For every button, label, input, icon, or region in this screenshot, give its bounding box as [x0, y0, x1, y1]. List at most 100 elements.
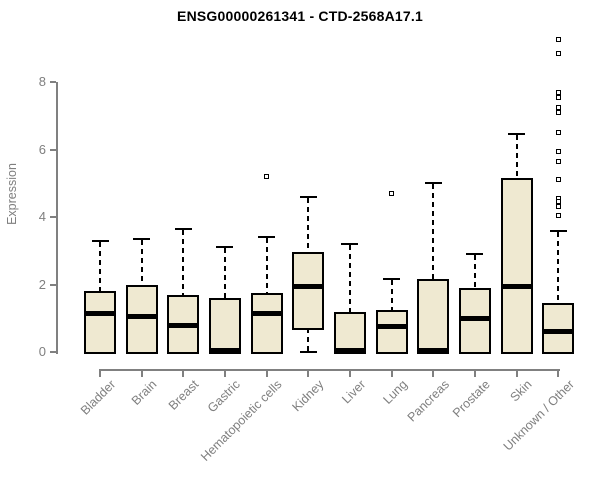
outlier-point: [555, 89, 561, 95]
upper-whisker: [348, 245, 351, 312]
x-category-label-pancreas: Pancreas: [404, 377, 452, 425]
outlier-point: [555, 148, 561, 154]
y-tick-label: 6: [38, 141, 46, 157]
median-line: [208, 347, 241, 353]
x-axis-tick: [223, 371, 226, 377]
median-line: [250, 310, 283, 316]
x-axis-tick: [182, 371, 185, 377]
upper-whisker-cap: [508, 133, 526, 136]
outlier-point: [555, 50, 561, 56]
median-line: [375, 324, 408, 330]
x-axis-tick: [307, 371, 310, 377]
upper-whisker-cap: [91, 239, 109, 242]
chart-title: ENSG00000261341 - CTD-2568A17.1: [177, 8, 423, 24]
median-line: [125, 314, 158, 320]
outlier-point: [389, 190, 395, 196]
box: [417, 279, 450, 354]
upper-whisker-cap: [549, 229, 567, 232]
outlier-point: [555, 130, 561, 136]
outlier-point: [555, 94, 561, 100]
x-axis-tick: [515, 371, 518, 377]
x-axis-tick: [348, 371, 351, 377]
upper-whisker: [140, 239, 143, 285]
x-category-label-breast: Breast: [166, 377, 202, 413]
upper-whisker-cap: [258, 236, 276, 239]
median-line: [84, 310, 116, 316]
outlier-point: [555, 158, 561, 164]
y-tick-label: 4: [38, 209, 46, 224]
upper-whisker-cap: [341, 243, 359, 245]
upper-whisker: [390, 280, 393, 310]
lower-whisker: [307, 328, 310, 352]
upper-whisker-cap: [216, 246, 234, 249]
x-category-label-kidney: Kidney: [289, 377, 327, 415]
x-axis-tick: [390, 371, 393, 377]
x-category-label-hematopoietic-cells: Hematopoietic cells: [198, 377, 285, 464]
box: [458, 287, 491, 354]
upper-whisker-cap: [174, 227, 192, 230]
y-axis-tick: [50, 148, 56, 151]
box: [500, 178, 533, 354]
x-axis-tick: [432, 371, 435, 377]
outlier-point: [555, 104, 561, 110]
upper-whisker: [182, 229, 185, 295]
outlier-point: [555, 37, 561, 43]
upper-whisker: [265, 238, 268, 293]
y-axis-line: [56, 82, 58, 354]
median-line: [333, 347, 366, 353]
x-category-label-lung: Lung: [380, 377, 410, 407]
upper-whisker: [223, 248, 226, 298]
y-axis-tick: [50, 351, 56, 353]
box: [208, 298, 241, 354]
upper-whisker: [307, 197, 310, 253]
y-tick-label: 2: [38, 276, 46, 292]
upper-whisker: [515, 135, 518, 179]
y-tick-label: 8: [38, 74, 46, 89]
x-axis-tick: [99, 371, 101, 377]
box: [542, 303, 575, 354]
box: [375, 309, 408, 354]
outlier-point: [555, 212, 561, 218]
median-line: [167, 322, 200, 328]
outlier-point: [555, 177, 561, 183]
median-line: [417, 347, 450, 353]
upper-whisker-cap: [383, 278, 401, 281]
box: [84, 291, 116, 354]
box: [250, 292, 283, 354]
x-category-label-skin: Skin: [507, 377, 535, 405]
x-category-label-brain: Brain: [129, 377, 160, 408]
upper-whisker-cap: [466, 253, 484, 256]
box: [125, 284, 158, 354]
y-tick-label: 0: [38, 344, 46, 359]
outlier-point: [555, 204, 561, 210]
box: [292, 252, 325, 331]
upper-whisker: [432, 184, 435, 280]
box: [333, 311, 366, 354]
upper-whisker-cap: [424, 182, 442, 185]
upper-whisker-cap: [133, 237, 151, 240]
x-category-label-gastric: Gastric: [205, 377, 244, 416]
x-axis-tick: [265, 371, 268, 377]
median-line: [500, 283, 533, 289]
median-line: [292, 283, 325, 289]
x-axis-tick: [557, 371, 560, 377]
upper-whisker: [473, 255, 476, 288]
y-axis-tick: [50, 216, 56, 218]
y-axis-tick: [50, 283, 56, 286]
lower-whisker-cap: [299, 351, 317, 353]
x-axis-tick: [140, 371, 143, 377]
x-category-label-bladder: Bladder: [77, 377, 119, 418]
upper-whisker: [99, 241, 101, 292]
outlier-point: [264, 174, 270, 179]
x-category-label-prostate: Prostate: [450, 377, 494, 421]
x-category-label-liver: Liver: [339, 377, 369, 407]
x-axis-line: [98, 369, 560, 371]
upper-whisker-cap: [299, 195, 317, 198]
median-line: [542, 329, 575, 335]
median-line: [458, 315, 491, 321]
outlier-point: [555, 109, 561, 115]
upper-whisker: [557, 231, 560, 304]
outlier-point: [555, 199, 561, 205]
x-axis-tick: [473, 371, 476, 377]
